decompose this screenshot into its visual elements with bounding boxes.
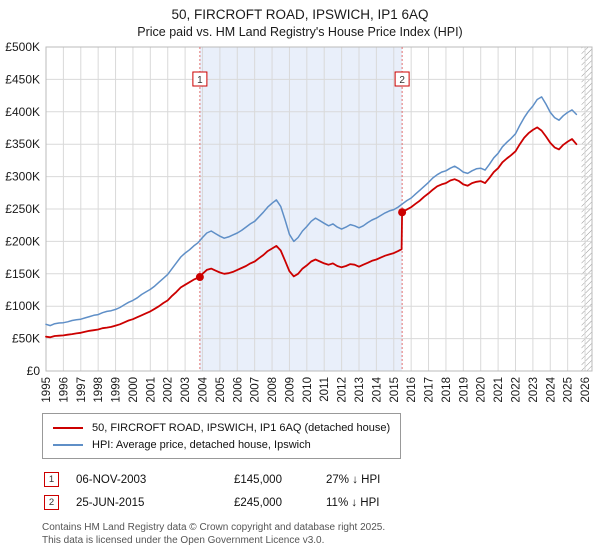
- x-axis-label: 2025: [563, 377, 575, 403]
- y-axis-label: £400K: [5, 105, 40, 119]
- legend-item-hpi: HPI: Average price, detached house, Ipsw…: [53, 436, 390, 453]
- sale-1-flag-label: 1: [197, 75, 203, 86]
- sale-2-date: 25-JUN-2015: [76, 496, 145, 509]
- x-axis-label: 2008: [267, 377, 279, 403]
- x-axis-label: 2006: [232, 377, 244, 403]
- x-axis-label: 2001: [145, 377, 157, 403]
- legend-label-hpi: HPI: Average price, detached house, Ipsw…: [92, 438, 311, 451]
- y-axis-label: £300K: [5, 170, 40, 184]
- y-axis-label: £150K: [5, 267, 40, 281]
- sale-2-hpi-delta: 11% ↓ HPI: [326, 496, 380, 509]
- hpi-line: [45, 96, 578, 327]
- y-axis-label: £0: [27, 364, 41, 378]
- sale-1-flag-box: [192, 71, 208, 87]
- y-axis-label: £250K: [5, 202, 40, 216]
- plot-border: [45, 46, 593, 372]
- y-axis-label: £500K: [5, 41, 40, 54]
- hpi-line-swatch: [53, 443, 83, 446]
- sales-table: 1 06-NOV-2003 £145,000 27% ↓ HPI 2 25-JU…: [44, 468, 600, 514]
- x-axis-label: 2005: [215, 377, 227, 403]
- x-axis-label: 2017: [424, 377, 436, 403]
- x-axis-label: 2026: [580, 377, 592, 403]
- x-axis-label: 2020: [476, 377, 488, 403]
- x-axis-label: 1998: [93, 377, 105, 403]
- footer: Contains HM Land Registry data © Crown c…: [42, 522, 600, 548]
- property-line-swatch: [53, 426, 83, 429]
- x-axis-label: 1996: [58, 377, 70, 403]
- sale-2-flag-label: 2: [399, 75, 405, 86]
- y-axis-label: £100K: [5, 299, 40, 313]
- sale-1-hpi-delta: 27% ↓ HPI: [326, 473, 381, 486]
- x-axis-label: 2018: [441, 377, 453, 403]
- x-axis-label: 2022: [510, 377, 522, 403]
- sale-2-number-box: 2: [44, 495, 59, 510]
- x-axis-label: 2014: [371, 376, 383, 402]
- x-axis-label: 2021: [493, 377, 505, 403]
- sale-1-price: £145,000: [234, 473, 282, 486]
- x-axis-label: 1997: [76, 377, 88, 403]
- sale-1-number-box: 1: [44, 472, 59, 487]
- x-axis-label: 2002: [163, 377, 175, 403]
- y-axis-label: £50K: [12, 332, 40, 346]
- footer-line-copyright: Contains HM Land Registry data © Crown c…: [42, 522, 386, 533]
- chart-title: 50, FIRCROFT ROAD, IPSWICH, IP1 6AQ: [171, 7, 429, 22]
- x-axis-label: 2000: [128, 377, 140, 403]
- x-axis-label: 2009: [284, 377, 296, 403]
- sale-row-2: 2 25-JUN-2015 £245,000 11% ↓ HPI: [44, 491, 600, 514]
- x-axis-label: 2015: [389, 377, 401, 403]
- x-axis-label: 2010: [302, 377, 314, 403]
- x-axis-label: 2016: [406, 377, 418, 403]
- sale-1-dot: [195, 273, 204, 282]
- footer-line-licence: This data is licensed under the Open Gov…: [42, 534, 325, 546]
- y-axis-label: £450K: [5, 72, 40, 86]
- sale-2-flag-box: [394, 71, 410, 87]
- sale-2-dot: [398, 208, 407, 217]
- chart-subtitle: Price paid vs. HM Land Registry's House …: [137, 25, 463, 39]
- sale-2-price: £245,000: [234, 496, 282, 509]
- x-axis-label: 2019: [458, 377, 470, 403]
- sale-1-date: 06-NOV-2003: [76, 473, 147, 486]
- x-axis-label: 2024: [545, 376, 557, 402]
- x-axis-label: 1995: [41, 377, 53, 403]
- x-axis-label: 2011: [319, 377, 331, 402]
- x-axis-label: 2012: [337, 377, 349, 403]
- x-axis-label: 2007: [250, 377, 262, 403]
- x-axis-label: 2003: [180, 377, 192, 403]
- y-axis-label: £200K: [5, 234, 40, 248]
- x-axis-label: 2023: [528, 377, 540, 403]
- legend-item-property: 50, FIRCROFT ROAD, IPSWICH, IP1 6AQ (det…: [53, 419, 390, 436]
- price-paid-line: [45, 126, 578, 339]
- x-axis-label: 2004: [197, 376, 209, 402]
- x-axis-label: 1999: [111, 377, 123, 403]
- x-axis-label: 2013: [354, 377, 366, 403]
- sale-row-1: 1 06-NOV-2003 £145,000 27% ↓ HPI: [44, 468, 600, 491]
- y-axis-label: £350K: [5, 137, 40, 151]
- price-history-chart: 1 2 £0 £50K £100K £150K £200K £250K £300K £350K £4…: [5, 41, 593, 403]
- legend-label-property: 50, FIRCROFT ROAD, IPSWICH, IP1 6AQ (det…: [92, 421, 391, 434]
- chart-legend: 50, FIRCROFT ROAD, IPSWICH, IP1 6AQ (det…: [42, 413, 402, 459]
